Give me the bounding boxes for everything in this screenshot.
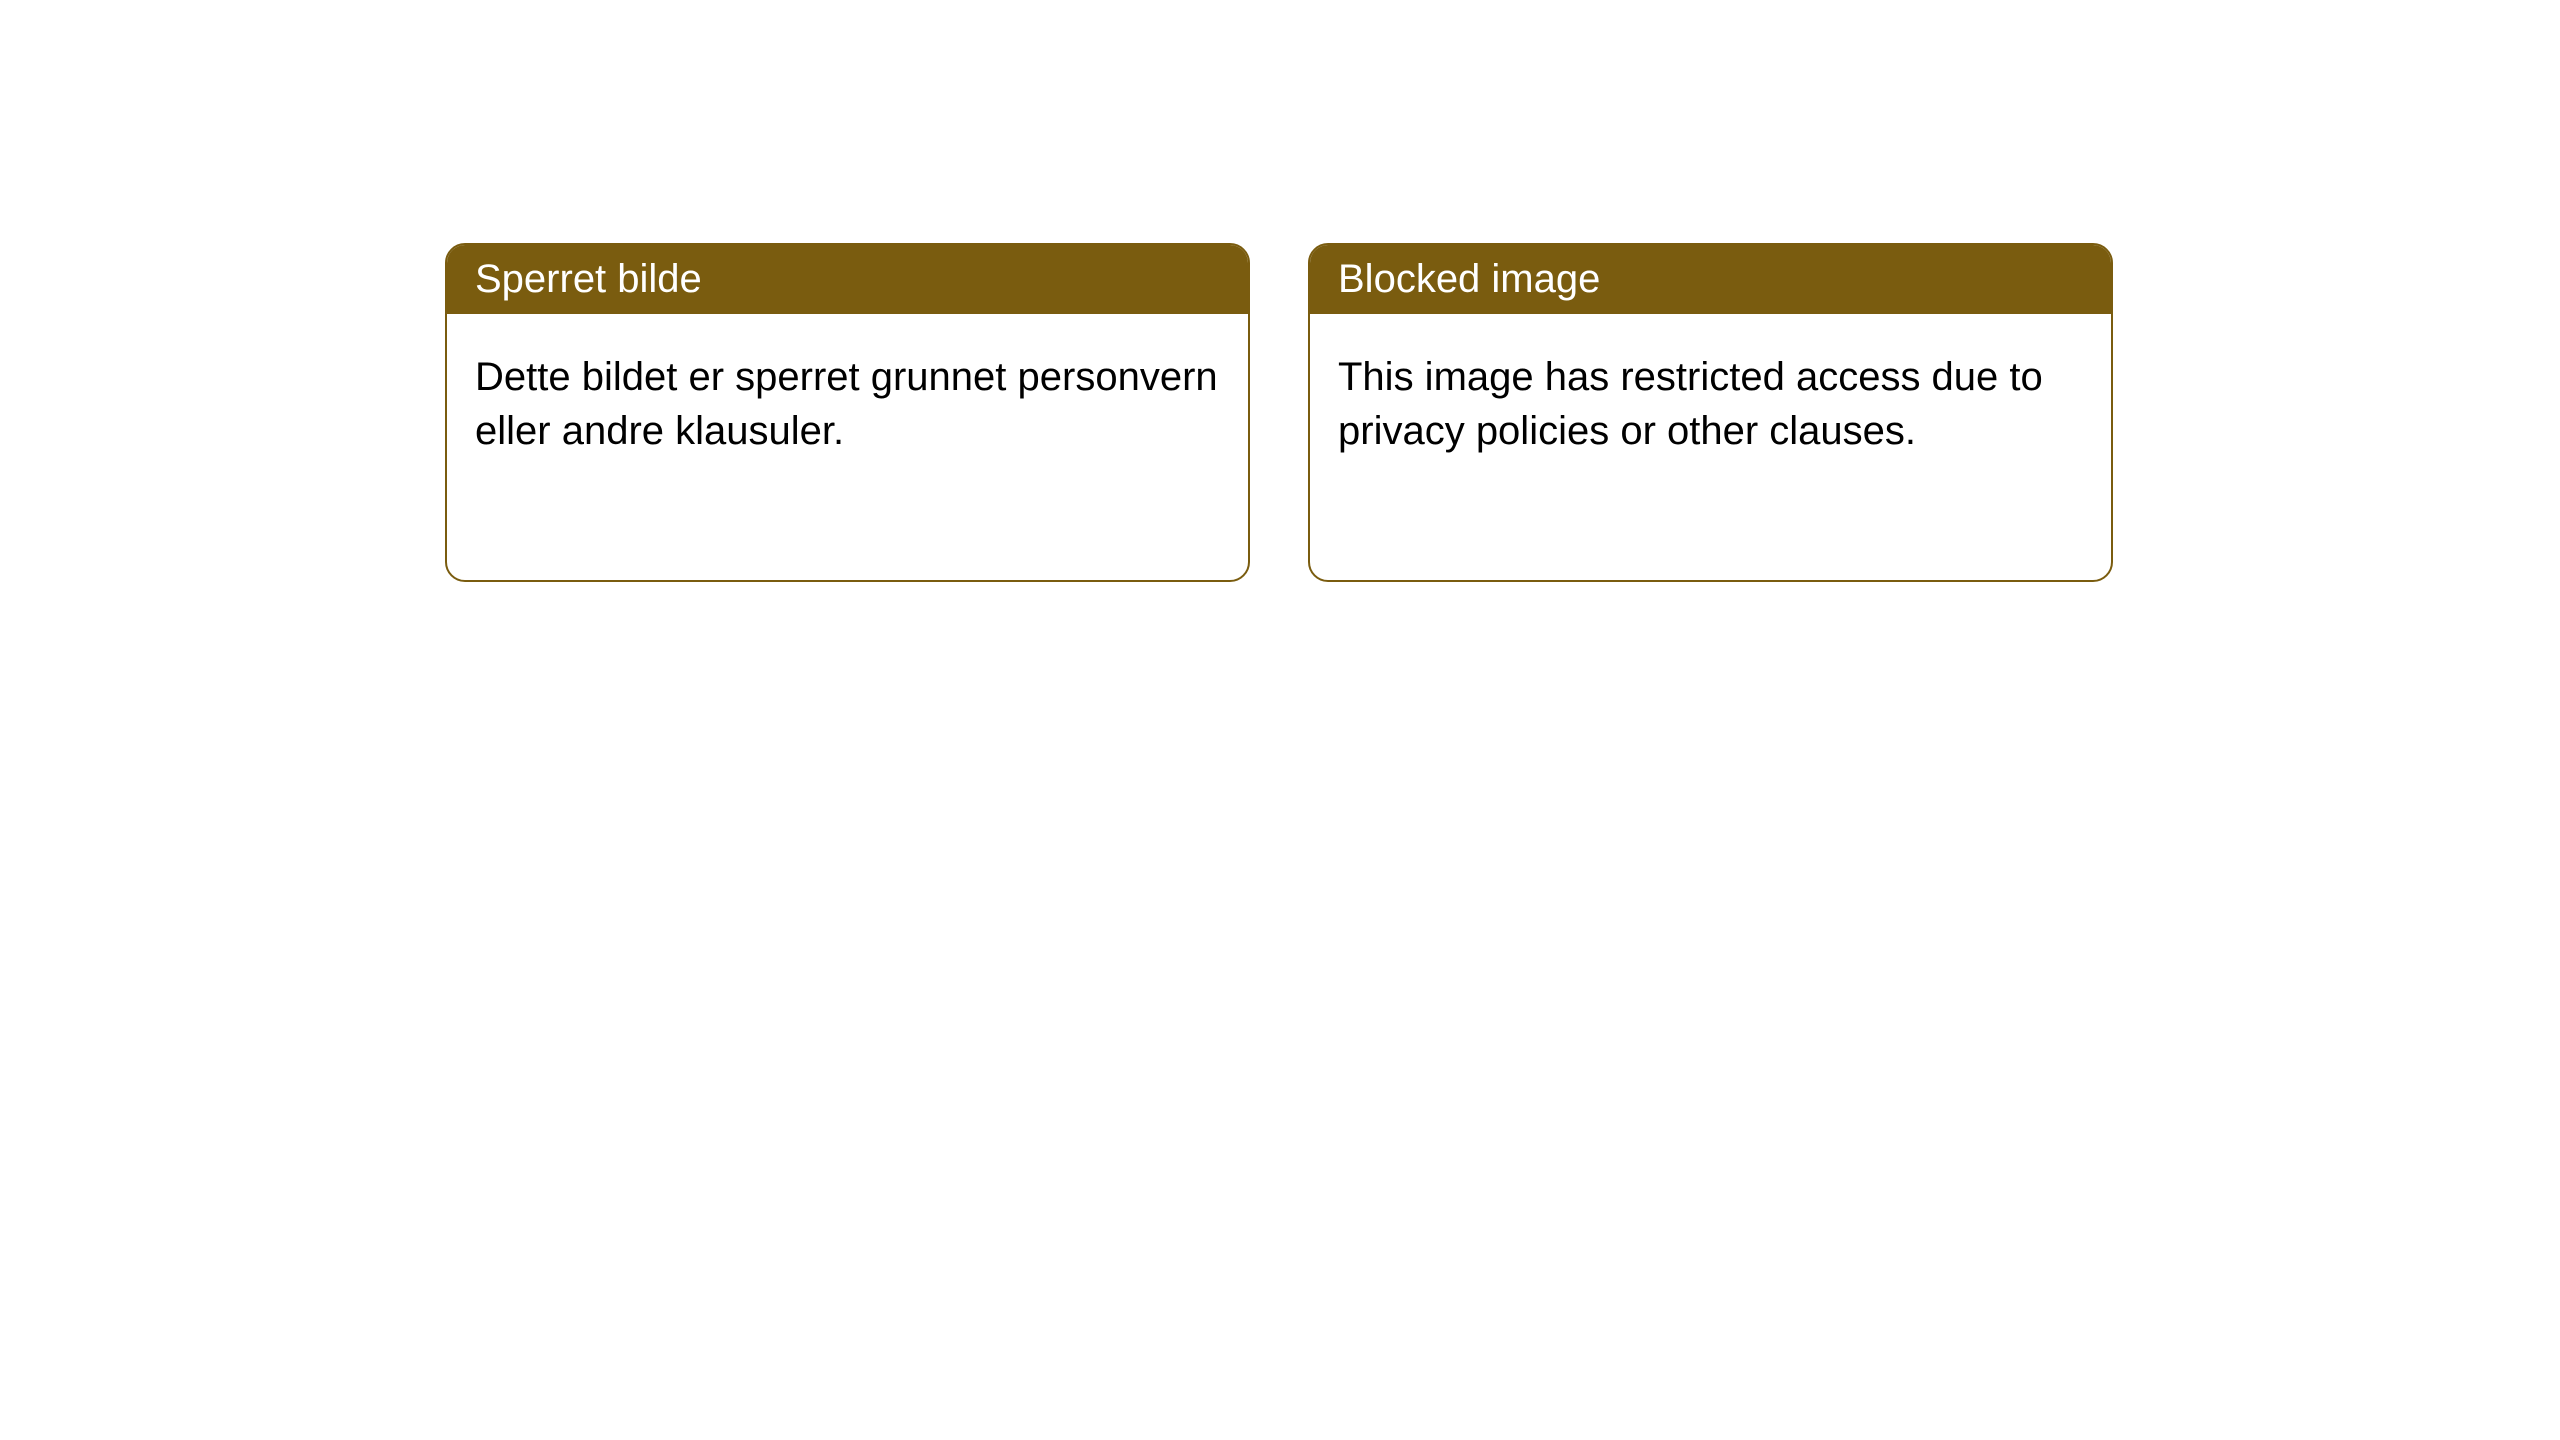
notice-card-english: Blocked image This image has restricted … bbox=[1308, 243, 2113, 582]
notice-card-norwegian: Sperret bilde Dette bildet er sperret gr… bbox=[445, 243, 1250, 582]
notice-body: This image has restricted access due to … bbox=[1310, 314, 2111, 494]
notice-title: Blocked image bbox=[1310, 245, 2111, 314]
notice-body: Dette bildet er sperret grunnet personve… bbox=[447, 314, 1248, 494]
notice-title: Sperret bilde bbox=[447, 245, 1248, 314]
notice-container: Sperret bilde Dette bildet er sperret gr… bbox=[0, 0, 2560, 582]
